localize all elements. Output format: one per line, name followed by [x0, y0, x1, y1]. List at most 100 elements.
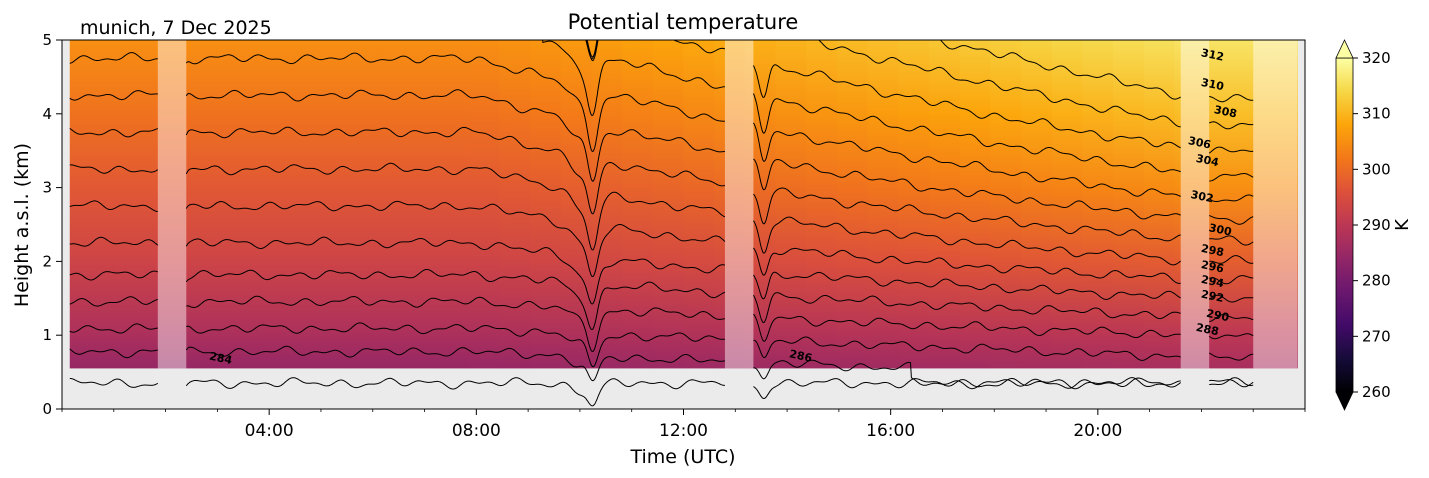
isentrope-line — [753, 247, 1181, 284]
colorbar-tick-label: 320 — [1362, 49, 1391, 67]
theta-field — [69, 40, 1298, 369]
isentrope-line — [1208, 294, 1254, 303]
missing-data-band — [157, 40, 187, 369]
isentrope-line — [69, 270, 158, 281]
isentrope-label: 298 — [1200, 242, 1225, 259]
isentrope-line — [1208, 194, 1254, 202]
isentrope-line — [70, 0, 158, 7]
x-axis-label: Time (UTC) — [629, 446, 735, 468]
isentrope-label: 294 — [1200, 273, 1226, 291]
isentrope-line — [1209, 377, 1254, 387]
isentrope-line — [939, 40, 1181, 100]
isentrope-line — [185, 200, 726, 278]
theta-field-strip — [1113, 40, 1145, 369]
isentrope-line — [70, 0, 158, 8]
theta-field-strip — [253, 40, 286, 369]
theta-field-strip — [836, 40, 869, 369]
isentrope-line — [1209, 275, 1254, 285]
theta-field-strip — [1021, 40, 1053, 369]
colorbar-tick-label: 260 — [1362, 383, 1391, 401]
missing-data-gaps — [157, 40, 1298, 369]
isentrope-line — [186, 295, 725, 353]
theta-field-strip — [806, 40, 838, 369]
isentrope-line — [752, 292, 1181, 324]
theta-field-strip — [959, 40, 991, 369]
isentrope-line — [1209, 379, 1254, 388]
theta-field-strip — [161, 40, 194, 369]
isentrope-line — [69, 236, 159, 247]
isentrope-line — [186, 322, 725, 368]
theta-field-strip — [1235, 40, 1268, 369]
isentrope-line — [185, 162, 726, 251]
theta-field-strip — [683, 40, 715, 369]
theta-field-strip — [131, 40, 163, 369]
theta-field-strip — [192, 40, 224, 369]
theta-field-strip — [438, 40, 470, 369]
colorbar-tick-label: 280 — [1362, 272, 1391, 290]
isentrope-line — [185, 377, 725, 407]
colorbar-ticks: 260 270 280 290 300 310 320 — [1353, 49, 1391, 401]
colorbar-tick-label: 300 — [1362, 160, 1391, 178]
theta-field-strip — [345, 40, 378, 369]
theta-field-strip — [1266, 40, 1298, 369]
colorbar-tick-label: 310 — [1362, 105, 1391, 123]
isentrope-line — [70, 0, 158, 7]
isentrope-line — [185, 345, 726, 382]
chart-title: Potential temperature — [568, 10, 799, 34]
isentrope-label: 288 — [1195, 321, 1220, 338]
colorbar-extend-min — [1335, 391, 1354, 411]
isentrope-line — [1209, 215, 1254, 225]
isentrope-line — [752, 64, 1181, 149]
theta-field-strip — [530, 40, 562, 369]
isentrope-label: 286 — [788, 347, 814, 365]
isentrope-line — [185, 52, 725, 153]
isentrope-line — [185, 89, 725, 182]
isentrope-line — [1208, 352, 1254, 361]
x-tick-label: 12:00 — [659, 421, 708, 441]
isentrope-label: 302 — [1190, 188, 1215, 205]
y-tick-label: 3 — [42, 179, 52, 197]
isentrope-line — [1208, 146, 1254, 154]
x-tick-label: 04:00 — [245, 421, 294, 441]
theta-field-strip — [407, 40, 439, 369]
isentrope-line — [185, 236, 726, 305]
theta-field-strip — [376, 40, 408, 369]
isentrope-label: 296 — [1200, 258, 1226, 276]
colorbar: 260 270 280 290 300 310 320 K — [1335, 39, 1413, 411]
isentrope-label: 304 — [1195, 152, 1221, 170]
theta-field-strip — [499, 40, 531, 369]
isentrope-line — [1209, 235, 1254, 246]
missing-data-band — [1253, 40, 1298, 369]
isentrope-line — [1208, 333, 1254, 340]
isentrope-line — [69, 164, 159, 174]
isentrope-line — [69, 378, 159, 388]
y-tick-label: 2 — [42, 252, 52, 270]
isentrope-line — [69, 348, 158, 359]
colorbar-tick-label: 270 — [1362, 327, 1391, 345]
theta-field-strip — [1051, 40, 1084, 369]
y-axis-label: Height a.s.l. (km) — [11, 143, 33, 307]
theta-field-strip — [990, 40, 1022, 369]
isentrope-line — [753, 359, 1181, 390]
colorbar-gradient — [1335, 57, 1354, 393]
isentrope-label: 312 — [1200, 46, 1225, 63]
isentrope-label: 310 — [1200, 76, 1226, 94]
theta-field-strip — [223, 40, 255, 369]
missing-data-band — [1180, 40, 1210, 369]
isentrope-line — [70, 0, 158, 8]
isentrope-line — [753, 377, 1182, 400]
theta-field-strip — [714, 40, 746, 369]
theta-field-strip — [898, 40, 930, 369]
isentrope-line — [1208, 121, 1254, 130]
isentrope-label: 300 — [1208, 221, 1234, 239]
chart-subtitle: munich, 7 Dec 2025 — [80, 17, 272, 39]
isentrope-line — [185, 126, 726, 215]
isentrope-line — [69, 296, 158, 307]
theta-field-strip — [928, 40, 961, 369]
x-axis-ticks: 04:00 08:00 12:00 16:00 20:00 — [61, 409, 1306, 441]
isentrope-line — [69, 128, 158, 138]
isentrope-line — [753, 158, 1181, 220]
